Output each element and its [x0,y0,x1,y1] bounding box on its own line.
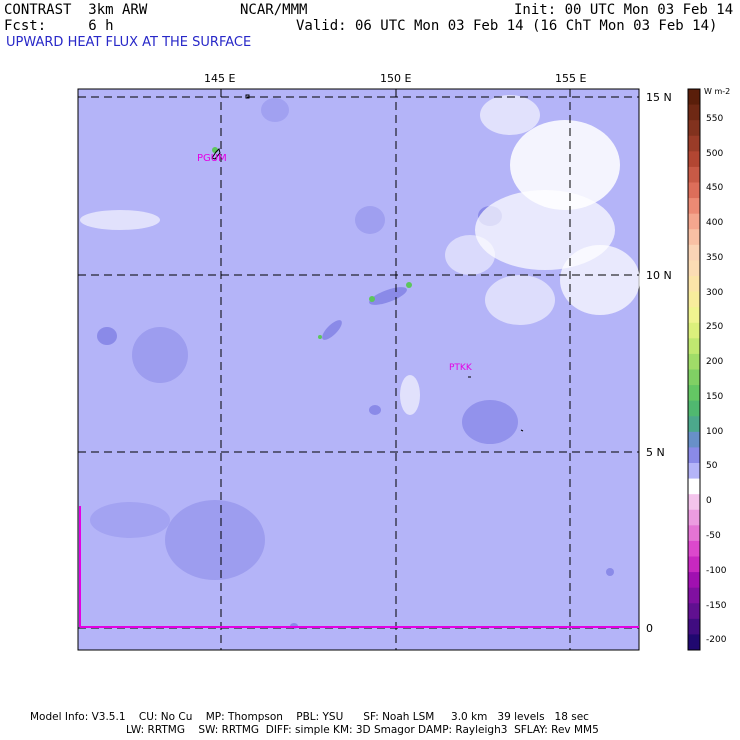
station-ptkk: PTKK [449,363,473,373]
colorbar-swatch [688,572,700,589]
header-institution: NCAR/MMM [240,2,308,18]
footer-model-info-line2: LW: RRTMG SW: RRTMG DIFF: simple KM: 3D … [126,724,599,736]
colorbar [687,88,701,651]
lon-label-145: 145 E [204,72,236,85]
colorbar-swatch [688,603,700,620]
colorbar-swatch [688,213,700,230]
lat-label-5n: 5 N [646,446,665,459]
lat-label-0: 0 [646,622,653,635]
colorbar-swatch [688,198,700,215]
colorbar-label: 150 [706,392,724,402]
colorbar-swatch [688,509,700,526]
colorbar-swatch [688,416,700,433]
colorbar-swatch [688,151,700,168]
colorbar-swatch [688,322,700,339]
lon-label-155: 155 E [555,72,587,85]
colorbar-label: 250 [706,322,724,332]
field-title: UPWARD HEAT FLUX AT THE SURFACE [6,35,252,50]
header-forecast-hour: Fcst: 6 h [4,18,114,34]
colorbar-label: 400 [706,218,724,228]
islands [211,94,524,432]
colorbar-swatch [688,431,700,448]
lat-label-15n: 15 N [646,91,672,104]
colorbar-swatch [688,587,700,604]
colorbar-label: 0 [706,496,712,506]
colorbar-swatch [688,166,700,183]
colorbar-swatch [688,260,700,277]
footer-model-info-line1: Model Info: V3.5.1 CU: No Cu MP: Thompso… [30,711,589,723]
white-speckles [80,95,640,415]
colorbar-swatch [688,104,700,121]
colorbar-label: 300 [706,288,724,298]
colorbar-swatch [688,618,700,635]
colorbar-units: W m-2 [704,87,730,96]
header-valid-time: Valid: 06 UTC Mon 03 Feb 14 (16 ChT Mon … [296,18,718,34]
lon-label-150: 150 E [380,72,412,85]
colorbar-label: -150 [706,601,727,611]
colorbar-swatch [688,353,700,370]
colorbar-swatch [688,182,700,199]
colorbar-swatch [688,338,700,355]
colorbar-border [687,88,701,651]
colorbar-swatch [688,276,700,293]
colorbar-swatch [688,135,700,152]
colorbar-swatch [688,307,700,324]
colorbar-label: -200 [706,635,727,645]
header-init-time: Init: 00 UTC Mon 03 Feb 14 [514,2,734,18]
colorbar-swatch [688,494,700,511]
colorbar-swatch [688,291,700,308]
colorbar-label: -50 [706,531,721,541]
colorbar-label: 550 [706,114,724,124]
colorbar-swatch [688,244,700,261]
colorbar-swatch [688,556,700,573]
colorbar-swatch [688,525,700,542]
station-pgum: PGUM [197,153,227,164]
colorbar-swatch [688,120,700,137]
colorbar-swatch [688,385,700,402]
colorbar-swatch [688,89,700,106]
colorbar-label: 200 [706,357,724,367]
colorbar-swatch [688,229,700,246]
colorbar-swatch [688,634,700,651]
colorbar-label: -100 [706,566,727,576]
colorbar-swatch [688,478,700,495]
colorbar-label: 450 [706,183,724,193]
colorbar-swatch [688,540,700,557]
green-spots [212,147,412,339]
colorbar-swatch [688,400,700,417]
colorbar-label: 350 [706,253,724,263]
magenta-contour [79,506,639,628]
colorbar-swatch [688,369,700,386]
colorbar-swatch [688,447,700,464]
colorbar-swatch [688,463,700,480]
lat-label-10n: 10 N [646,269,672,282]
header-model-name: CONTRAST 3km ARW [4,2,148,18]
colorbar-label: 50 [706,461,718,471]
colorbar-label: 500 [706,149,724,159]
colorbar-label: 100 [706,427,724,437]
